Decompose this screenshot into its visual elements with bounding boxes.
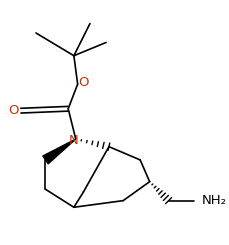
Polygon shape (43, 139, 76, 164)
Text: NH₂: NH₂ (202, 194, 227, 207)
Text: N: N (69, 134, 79, 147)
Text: O: O (8, 104, 19, 117)
Text: O: O (78, 76, 89, 89)
